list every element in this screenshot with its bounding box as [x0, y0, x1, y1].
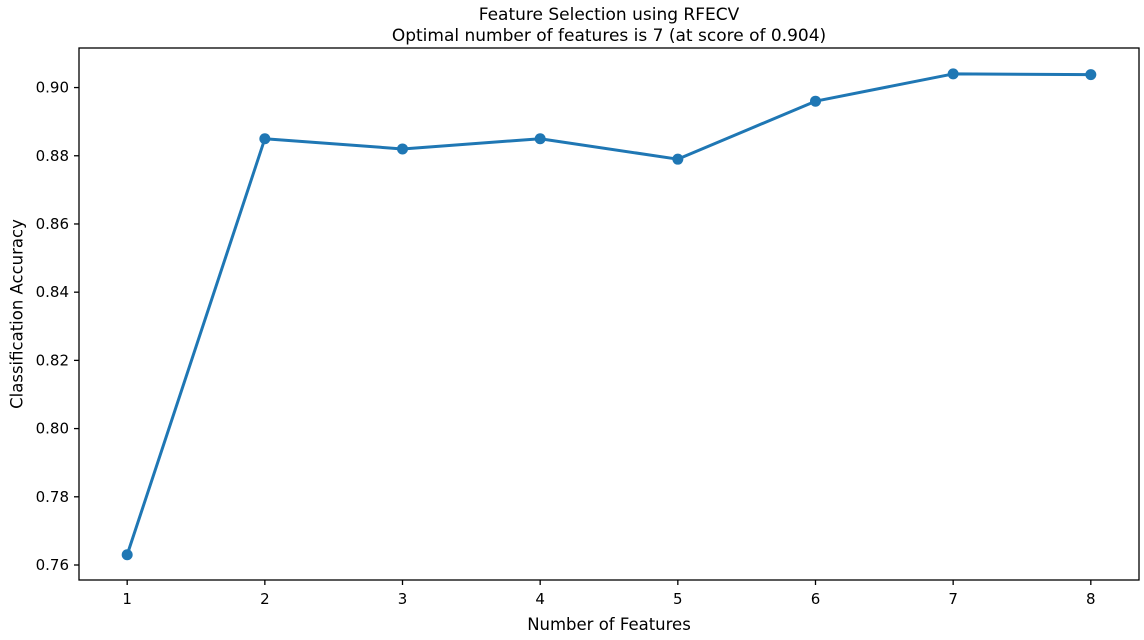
- x-tick-label: 1: [122, 590, 132, 608]
- data-point-marker: [534, 133, 546, 145]
- data-line: [125, 72, 1093, 557]
- data-point-marker: [1085, 69, 1097, 81]
- y-tick-label: 0.76: [36, 556, 69, 574]
- x-tick-label: 6: [811, 590, 821, 608]
- y-tick-label: 0.88: [36, 147, 69, 165]
- data-point-marker: [121, 549, 133, 561]
- data-point-marker: [809, 95, 821, 107]
- data-point-marker: [397, 143, 409, 155]
- y-tick-label: 0.78: [36, 488, 69, 506]
- y-tick-label: 0.86: [36, 215, 69, 233]
- x-tick-label: 3: [398, 590, 408, 608]
- data-point-marker: [259, 133, 271, 145]
- y-tick-label: 0.80: [36, 420, 69, 438]
- x-axis-label: Number of Features: [527, 615, 691, 634]
- chart-title: Feature Selection using RFECV: [478, 5, 740, 25]
- x-tick-label: 7: [948, 590, 958, 608]
- x-tick-label: 2: [260, 590, 270, 608]
- y-tick-label: 0.82: [36, 351, 69, 369]
- y-tick-label: 0.90: [36, 79, 69, 97]
- x-tick-label: 5: [673, 590, 683, 608]
- data-point-marker: [672, 153, 684, 165]
- data-point-marker: [947, 68, 959, 80]
- axes-frame: [78, 47, 1140, 581]
- y-tick-label: 0.84: [36, 283, 69, 301]
- x-tick-label: 8: [1086, 590, 1096, 608]
- y-axis-label: Classification Accuracy: [7, 219, 27, 409]
- x-tick-label: 4: [535, 590, 545, 608]
- chart-subtitle: Optimal number of features is 7 (at scor…: [391, 26, 827, 46]
- chart-title-block: Feature Selection using RFECV Optimal nu…: [392, 5, 826, 47]
